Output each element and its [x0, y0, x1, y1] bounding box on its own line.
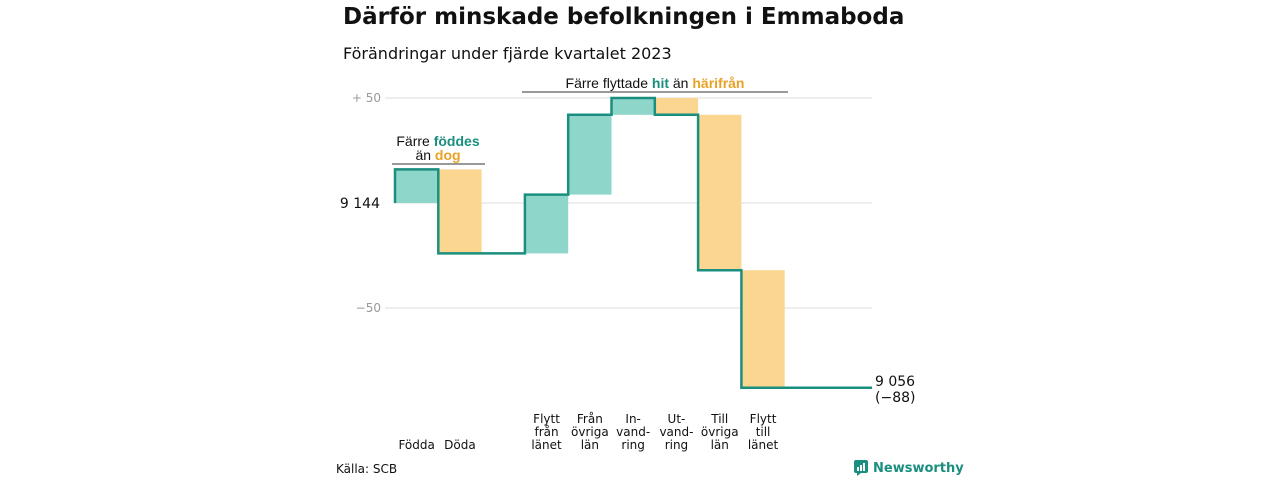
decrease-bar	[698, 114, 742, 271]
increase-bar	[611, 98, 655, 115]
annotation-births-line1: Färre föddes	[396, 133, 479, 149]
brand-name: Newsworthy	[873, 460, 964, 476]
y-tick-label: + 50	[352, 91, 381, 105]
category-label: Födda	[398, 438, 434, 452]
cumulative-step-line	[393, 96, 872, 390]
brand-logo[interactable]: Newsworthy	[854, 460, 964, 476]
decrease-bar	[741, 270, 785, 388]
category-label: vand-	[616, 425, 650, 439]
end-value-label: 9 056	[875, 374, 915, 390]
category-label: övriga	[701, 425, 739, 439]
category-label: till	[756, 425, 771, 439]
decrease-bar	[654, 98, 699, 115]
increase-bar	[395, 169, 439, 203]
annotation-births-line2: än dog	[415, 147, 460, 163]
category-label: Från	[577, 412, 603, 426]
start-value-label: 9 144	[340, 196, 380, 212]
newsworthy-logo-icon	[854, 460, 868, 476]
category-label: länet	[531, 438, 562, 452]
category-label: Flytt	[750, 412, 777, 426]
increase-bar	[568, 114, 612, 195]
chart-title: Därför minskade befolkningen i Emmaboda	[343, 4, 905, 30]
annotation-migration: Färre flyttade hit än härifrån	[566, 75, 745, 91]
category-label: Till	[710, 412, 728, 426]
category-label: länet	[748, 438, 779, 452]
category-label: Flytt	[533, 412, 560, 426]
source-note: Källa: SCB	[336, 462, 398, 476]
category-label: län	[711, 438, 729, 452]
end-change-label: (−88)	[875, 390, 915, 406]
category-label: vand-	[659, 425, 693, 439]
category-label: ring	[665, 438, 689, 452]
category-label: från	[534, 425, 558, 439]
category-label: In-	[625, 412, 640, 426]
y-tick-label: −50	[356, 301, 381, 315]
decrease-bar	[438, 169, 482, 254]
chart-subtitle: Förändringar under fjärde kvartalet 2023	[343, 44, 672, 63]
increase-bar	[524, 194, 569, 254]
category-label: övriga	[571, 425, 609, 439]
category-label: Ut-	[668, 412, 686, 426]
category-label: Döda	[444, 438, 476, 452]
category-label: ring	[621, 438, 645, 452]
category-label: län	[581, 438, 599, 452]
